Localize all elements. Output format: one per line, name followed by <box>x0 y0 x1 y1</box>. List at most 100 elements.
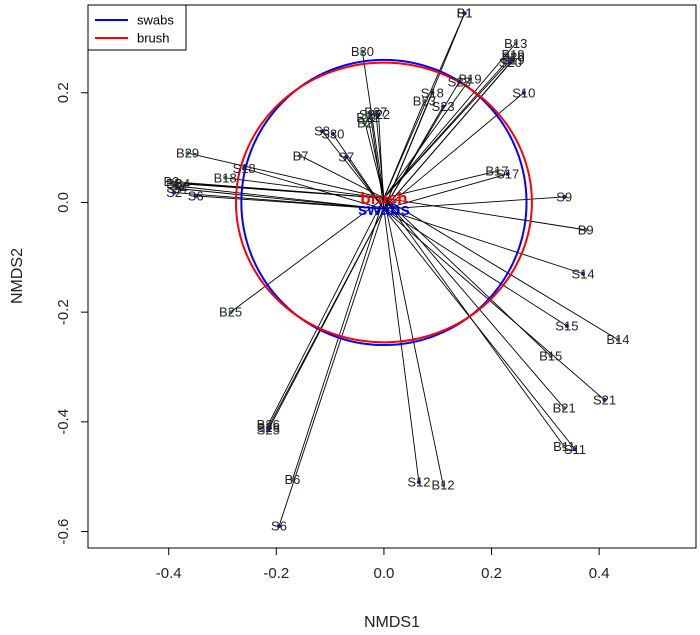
spider-line-b22-17 <box>367 117 385 199</box>
spider-line-s18-11 <box>383 92 433 210</box>
x-tick-label: 0.0 <box>373 565 394 582</box>
point-s14-37 <box>581 271 586 276</box>
point-label-s1-1: S1 <box>457 6 473 21</box>
point-s12-50 <box>416 480 421 485</box>
point-s27-16 <box>368 112 373 117</box>
point-b30-7 <box>360 49 365 54</box>
point-s21-42 <box>602 397 607 402</box>
spider-line-b26-44 <box>267 197 385 425</box>
data-points: B1S1B13B19B20S19S20B30B19S23S10S18B23S23… <box>163 6 629 534</box>
point-b9-36 <box>583 227 588 232</box>
point-label-s26-45: S26 <box>257 420 280 435</box>
x-tick-label: -0.4 <box>156 565 182 582</box>
y-tick-label: 0.0 <box>55 192 72 213</box>
spider-line-s6-34 <box>195 195 384 210</box>
legend-label-brush: brush <box>137 31 170 46</box>
point-b27-14 <box>373 109 378 114</box>
point-label-s22-15: S22 <box>367 107 390 122</box>
point-label-b19-8: B19 <box>458 72 481 87</box>
point-s18-24 <box>242 166 247 171</box>
point-label-b23-12: B23 <box>413 93 436 108</box>
point-b17-26 <box>494 169 499 174</box>
point-label-s9-35: S9 <box>556 189 572 204</box>
point-s19-5 <box>511 57 516 62</box>
spider-line-s20-6 <box>383 62 511 210</box>
point-s22-15 <box>376 112 381 117</box>
spider-line-b17-26 <box>383 170 498 199</box>
y-axis: -0.6 -0.4 -0.2 0.0 0.2 <box>55 82 88 544</box>
point-s30-20 <box>330 131 335 136</box>
spider-lines <box>171 13 619 527</box>
point-b29-23 <box>185 151 190 156</box>
point-s2-33 <box>172 190 177 195</box>
point-s17-27 <box>505 171 510 176</box>
point-b19-3 <box>511 52 516 57</box>
point-label-s10-10: S10 <box>512 85 535 100</box>
point-label-b26-44: B26 <box>257 417 280 432</box>
point-s25-46 <box>266 428 271 433</box>
point-label-b19-3: B19 <box>501 47 524 62</box>
point-label-b6-49: B6 <box>285 472 301 487</box>
point-label-b30-7: B30 <box>351 44 374 59</box>
point-label-s18-11: S18 <box>421 85 444 100</box>
point-label-s8-19: S8 <box>314 124 330 139</box>
point-label-b18-25: B18 <box>214 170 237 185</box>
legend-label-swabs: swabs <box>137 13 174 28</box>
legend: swabs brush <box>87 4 187 51</box>
point-label-b14-40: B14 <box>606 332 629 347</box>
spider-line-s6-52 <box>278 208 385 527</box>
point-b22-17 <box>365 115 370 120</box>
point-s6-52 <box>277 524 282 529</box>
spider-line-s11-48 <box>383 208 576 450</box>
point-label-s11-48: S11 <box>564 442 586 457</box>
group-ellipses <box>234 58 533 347</box>
spider-line-s10-10 <box>383 92 525 210</box>
point-label-s19-5: S19 <box>501 52 524 67</box>
point-label-s15-39: S15 <box>555 318 578 333</box>
point-s15-39 <box>564 323 569 328</box>
point-label-s30-20: S30 <box>321 126 344 141</box>
point-b20-4 <box>511 55 516 60</box>
legend-box <box>87 4 187 51</box>
spider-line-s17-27 <box>383 173 508 210</box>
spider-line-s14-37 <box>383 208 584 275</box>
point-label-b9-36: B9 <box>578 222 594 237</box>
point-label-b11-47: B11 <box>553 439 575 454</box>
point-b12-51 <box>441 482 446 487</box>
spider-line-s21-42 <box>383 208 605 401</box>
point-label-b29-23: B29 <box>176 146 199 161</box>
point-b6-49 <box>290 477 295 482</box>
point-b8-29 <box>172 181 177 186</box>
point-b23-12 <box>422 98 427 103</box>
point-label-s12-50: S12 <box>407 475 430 490</box>
point-label-b13-2: B13 <box>504 36 527 51</box>
spider-line-s15-39 <box>383 208 568 327</box>
point-s10-10 <box>521 90 526 95</box>
spider-line-s25-46 <box>267 208 385 431</box>
x-axis: -0.4 -0.2 0.0 0.2 0.4 <box>156 548 610 582</box>
spider-line-b30-7 <box>361 51 385 199</box>
point-b15-41 <box>548 354 553 359</box>
point-s18-11 <box>430 90 435 95</box>
point-b19-8 <box>468 77 473 82</box>
point-s3-30 <box>174 184 179 188</box>
spider-line-b1-0 <box>383 13 466 199</box>
spider-line-s27-16 <box>370 114 385 210</box>
y-axis-title: NMDS2 <box>9 248 26 304</box>
point-label-s21-42: S21 <box>593 392 616 407</box>
point-s11-48 <box>572 447 577 452</box>
point-label-b15-41: B15 <box>539 349 562 364</box>
spider-line-b9-36 <box>383 197 586 231</box>
point-label-b20-4: B20 <box>501 50 524 65</box>
spider-line-b21-43 <box>383 197 565 409</box>
point-s4-31 <box>177 186 182 191</box>
point-label-s27-16: S27 <box>359 107 382 122</box>
y-tick-label: -0.6 <box>55 519 72 545</box>
point-label-s23-13: S23 <box>432 99 455 114</box>
spider-line-b7-21 <box>300 155 385 199</box>
spider-line-b20-4 <box>383 56 514 199</box>
spider-line-s9-35 <box>383 196 565 210</box>
point-b21-43 <box>562 406 567 411</box>
spider-line-b19-8 <box>383 78 471 199</box>
